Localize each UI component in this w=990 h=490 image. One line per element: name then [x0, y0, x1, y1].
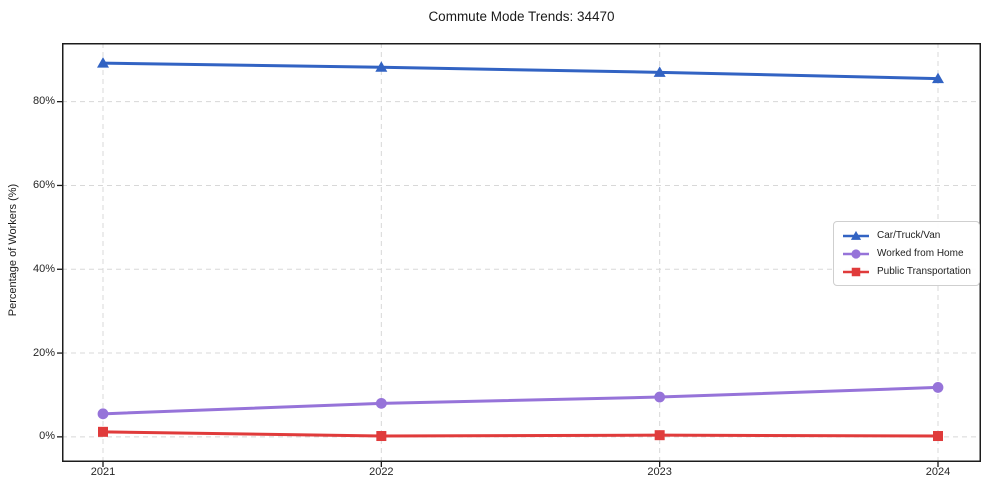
chart-title: Commute Mode Trends: 34470	[428, 9, 615, 24]
y-tick-label: 0%	[39, 430, 55, 443]
legend-key-square-icon	[843, 267, 869, 276]
legend-key-triangle-icon	[843, 230, 869, 240]
legend-item-car-truck-van: Car/Truck/Van	[842, 228, 971, 243]
x-tick-label: 2022	[369, 466, 394, 478]
legend-key-circle-icon	[843, 248, 869, 259]
legend-item-worked-from-home: Worked from Home	[842, 246, 971, 261]
y-tick-label: 80%	[32, 95, 55, 108]
x-tick-label: 2023	[647, 466, 672, 478]
legend: Car/Truck/Van Worked from Home Public Tr…	[833, 221, 980, 286]
x-tick-label: 2024	[925, 466, 951, 478]
y-axis-label: Percentage of Workers (%)	[7, 183, 19, 317]
x-tick-label: 2021	[90, 466, 116, 478]
legend-label: Car/Truck/Van	[877, 230, 941, 241]
y-tick-label: 20%	[32, 346, 55, 359]
legend-label: Public Transportation	[877, 266, 971, 277]
plot-area	[57, 43, 981, 467]
y-tick-label: 40%	[32, 262, 55, 275]
legend-item-public-transportation: Public Transportation	[842, 264, 971, 279]
plot-svg	[57, 43, 981, 467]
legend-label: Worked from Home	[877, 248, 964, 259]
y-tick-label: 60%	[32, 178, 55, 191]
